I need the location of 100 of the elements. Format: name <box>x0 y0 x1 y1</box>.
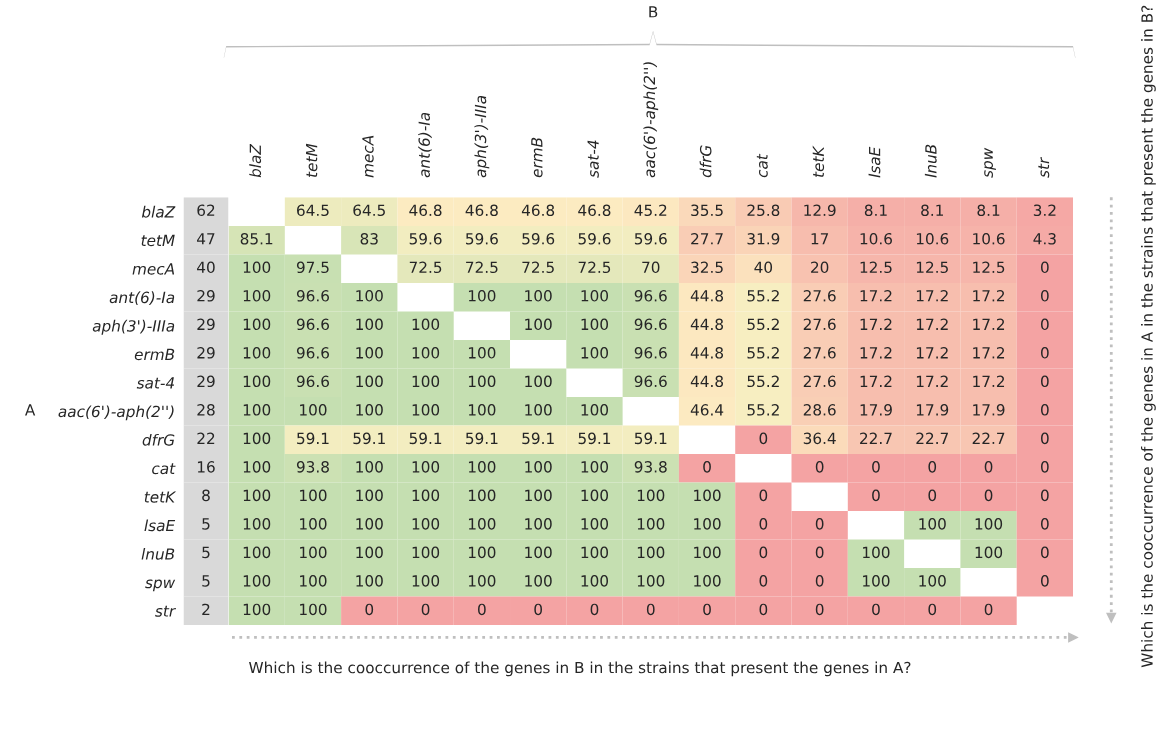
data-label: 100 <box>581 347 609 359</box>
data-label: 100 <box>243 575 271 587</box>
data-label: 10.6 <box>973 233 1005 245</box>
data-label: 100 <box>581 489 609 502</box>
data-label: 12.5 <box>973 261 1005 274</box>
data-label: 32.5 <box>691 261 723 274</box>
data-label: 45.2 <box>634 204 667 217</box>
data-label: 100 <box>919 575 946 587</box>
data-label: 59.6 <box>466 233 498 245</box>
data-label: 59.6 <box>409 233 442 245</box>
x-tick-label: ermB <box>531 137 543 178</box>
data-label: 25.8 <box>747 204 780 217</box>
x-tick-label: str <box>1038 156 1050 178</box>
data-label: 0 <box>815 603 824 616</box>
x-tick-label: aac(6')-aph(2'') <box>643 62 659 178</box>
y2-tick-label: 5 <box>202 518 210 530</box>
data-label: 100 <box>581 404 609 416</box>
data-label: 59.6 <box>522 233 555 245</box>
data-label: 100 <box>525 404 552 416</box>
data-label: 70 <box>642 261 660 274</box>
y-tick-label: sat-4 <box>136 377 175 389</box>
data-label: 100 <box>412 546 440 559</box>
data-label: 100 <box>300 489 327 502</box>
data-label: 100 <box>468 404 496 416</box>
data-label: 100 <box>468 489 496 502</box>
data-label: 96.6 <box>296 347 330 359</box>
data-label: 0 <box>759 489 768 502</box>
data-label: 100 <box>243 375 271 388</box>
data-label: 10.6 <box>860 233 892 245</box>
data-label: 0 <box>703 461 711 473</box>
data-label: 17.9 <box>973 404 1005 416</box>
data-label: 22.7 <box>916 432 948 444</box>
data-label: 100 <box>525 518 552 530</box>
data-label: 100 <box>356 404 383 416</box>
data-label: 100 <box>412 404 440 416</box>
data-label: 44.8 <box>690 290 724 302</box>
data-label: 59.1 <box>522 432 554 445</box>
data-label: 100 <box>975 546 1003 559</box>
data-label: 100 <box>468 461 496 473</box>
data-label: 27.6 <box>803 290 836 302</box>
data-label: 0 <box>1041 318 1049 331</box>
data-label: 100 <box>468 375 496 388</box>
data-label: 46.8 <box>409 204 442 217</box>
data-label: 27.6 <box>803 347 836 359</box>
x-tick-label: lsaE <box>868 146 881 178</box>
data-label: 100 <box>243 518 271 530</box>
data-label: 27.7 <box>691 233 723 245</box>
data-label: 0 <box>1041 347 1049 359</box>
data-label: 31.9 <box>747 233 780 245</box>
data-label: 22.7 <box>972 432 1005 444</box>
x-tick-label: aph(3')-IIIa <box>474 95 490 178</box>
data-label: 100 <box>919 518 946 530</box>
data-label: 59.6 <box>578 233 611 245</box>
data-label: 0 <box>759 575 768 587</box>
data-label: 100 <box>243 546 271 559</box>
data-label: 100 <box>243 318 271 331</box>
data-label: 100 <box>356 375 383 388</box>
data-label: 0 <box>590 603 599 616</box>
data-label: 96.6 <box>296 375 330 388</box>
y2-tick-label: 29 <box>197 290 215 302</box>
data-label: 100 <box>356 575 383 587</box>
data-label: 100 <box>694 575 721 587</box>
data-label: 72.5 <box>409 261 442 274</box>
data-label: 59.1 <box>634 432 667 445</box>
data-label: 0 <box>759 432 768 445</box>
y2-tick-label: 28 <box>197 404 215 416</box>
data-label: 100 <box>468 347 496 359</box>
data-label: 55.2 <box>747 404 779 416</box>
data-label: 100 <box>468 518 496 530</box>
data-label: 3.2 <box>1033 204 1056 217</box>
data-label: 17.2 <box>973 347 1005 359</box>
data-label: 17.2 <box>916 290 948 302</box>
data-label: 96.6 <box>634 375 667 388</box>
data-label: 100 <box>637 518 665 530</box>
y2-tick-label: 29 <box>197 347 215 359</box>
data-label: 0 <box>1041 375 1049 388</box>
y2-tick-label: 40 <box>197 261 215 274</box>
data-label: 100 <box>300 546 327 559</box>
data-label: 0 <box>872 489 880 502</box>
data-label: 17 <box>811 233 829 245</box>
data-label: 12.5 <box>916 261 948 274</box>
data-label: 96.6 <box>634 347 667 359</box>
data-label: 44.8 <box>690 375 724 388</box>
data-label: 100 <box>694 489 721 502</box>
data-label: 17.2 <box>973 375 1005 387</box>
data-label: 100 <box>412 489 440 502</box>
data-label: 72.5 <box>578 261 611 274</box>
data-label: 0 <box>815 575 824 587</box>
data-label: 96.6 <box>634 290 667 302</box>
data-label: 100 <box>412 318 440 331</box>
data-label: 55.2 <box>747 375 779 388</box>
text: Which is the cooccurrence of the genes in B in the strains that present the genes in A? <box>249 661 911 677</box>
data-label: 100 <box>412 518 440 530</box>
y2-tick-label: 47 <box>197 233 215 245</box>
data-label: 27.6 <box>803 375 836 388</box>
y2-tick-label: 5 <box>202 546 210 559</box>
y-tick-label: aac(6')-aph(2'') <box>58 405 174 421</box>
data-label: 8.1 <box>977 204 1000 217</box>
data-label: 28.6 <box>803 404 836 416</box>
data-label: 100 <box>637 489 665 502</box>
